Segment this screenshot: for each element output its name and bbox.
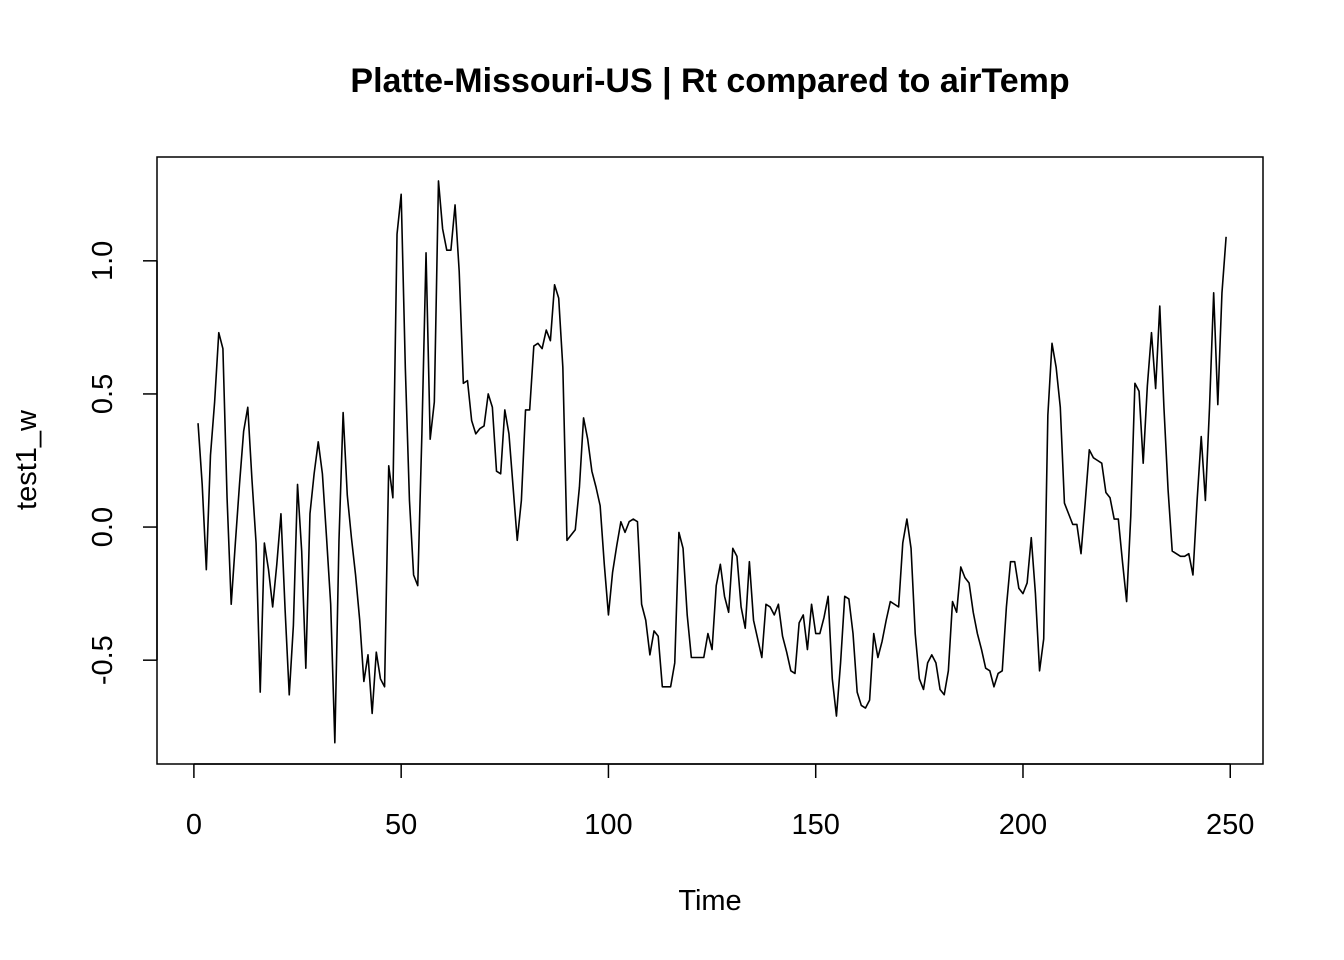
x-tick-label: 0 bbox=[186, 809, 202, 841]
y-tick-label: 0.0 bbox=[87, 507, 119, 547]
y-tick-label: -0.5 bbox=[87, 635, 119, 685]
series-line bbox=[197, 180, 1227, 744]
x-axis-label: Time bbox=[678, 885, 741, 917]
x-tick-label: 150 bbox=[792, 809, 840, 841]
y-axis: -0.5 0.0 0.5 1.0 bbox=[87, 241, 158, 685]
chart-title: Platte-Missouri-US | Rt compared to airT… bbox=[350, 62, 1069, 100]
y-axis-label: test1_w bbox=[11, 409, 43, 510]
y-tick-label: 1.0 bbox=[87, 241, 119, 281]
x-axis: 0 50 100 150 200 250 bbox=[186, 763, 1254, 841]
y-tick-label: 0.5 bbox=[87, 374, 119, 414]
x-tick-label: 200 bbox=[999, 809, 1047, 841]
x-tick-label: 100 bbox=[584, 809, 632, 841]
x-tick-label: 50 bbox=[385, 809, 417, 841]
x-tick-label: 250 bbox=[1206, 809, 1254, 841]
